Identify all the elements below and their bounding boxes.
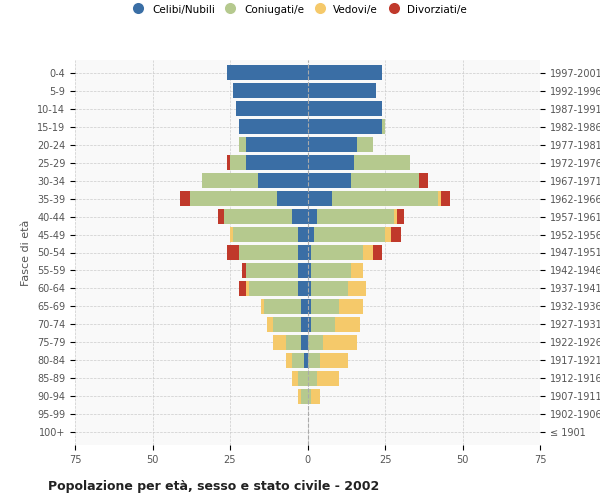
Bar <box>298 371 308 386</box>
Bar <box>267 317 274 332</box>
Bar <box>239 281 245 296</box>
Bar <box>391 227 401 242</box>
Bar <box>317 371 338 386</box>
Bar <box>274 317 301 332</box>
Bar <box>332 191 438 206</box>
Bar <box>311 389 320 404</box>
Bar <box>227 155 230 170</box>
Bar <box>308 299 311 314</box>
Bar <box>233 227 298 242</box>
Bar <box>308 191 332 206</box>
Bar <box>323 335 357 350</box>
Bar <box>233 83 308 98</box>
Bar <box>308 317 311 332</box>
Bar <box>298 263 308 278</box>
Bar <box>292 353 304 368</box>
Bar <box>308 209 317 224</box>
Bar <box>298 245 308 260</box>
Bar <box>373 245 382 260</box>
Bar <box>230 155 245 170</box>
Bar <box>301 335 308 350</box>
Bar <box>242 263 245 278</box>
Bar <box>351 263 363 278</box>
Bar <box>308 65 382 80</box>
Bar <box>239 245 298 260</box>
Bar <box>311 245 364 260</box>
Y-axis label: Fasce di età: Fasce di età <box>22 220 31 286</box>
Bar <box>227 245 239 260</box>
Bar <box>245 263 298 278</box>
Bar <box>245 155 308 170</box>
Bar <box>308 173 351 188</box>
Bar <box>308 101 382 116</box>
Bar <box>202 173 258 188</box>
Bar <box>357 137 373 152</box>
Bar <box>308 371 317 386</box>
Bar <box>236 101 308 116</box>
Bar <box>245 281 248 296</box>
Bar <box>292 209 308 224</box>
Bar <box>394 209 397 224</box>
Bar <box>311 263 351 278</box>
Bar <box>239 119 308 134</box>
Bar <box>338 299 364 314</box>
Bar <box>227 65 308 80</box>
Bar <box>419 173 428 188</box>
Bar <box>286 335 301 350</box>
Bar <box>301 389 308 404</box>
Bar <box>364 245 373 260</box>
Bar <box>308 155 354 170</box>
Bar <box>230 227 233 242</box>
Bar <box>308 227 314 242</box>
Bar <box>286 353 292 368</box>
Bar <box>382 119 385 134</box>
Legend: Celibi/Nubili, Coniugati/e, Vedovi/e, Divorziati/e: Celibi/Nubili, Coniugati/e, Vedovi/e, Di… <box>129 0 471 19</box>
Bar <box>348 281 367 296</box>
Bar <box>277 191 308 206</box>
Bar <box>301 317 308 332</box>
Bar <box>311 281 348 296</box>
Bar <box>314 227 385 242</box>
Text: Popolazione per età, sesso e stato civile - 2002: Popolazione per età, sesso e stato civil… <box>48 480 379 493</box>
Bar <box>190 191 277 206</box>
Bar <box>335 317 360 332</box>
Bar <box>308 389 311 404</box>
Bar <box>274 335 286 350</box>
Bar <box>248 281 298 296</box>
Bar <box>298 227 308 242</box>
Bar <box>308 335 323 350</box>
Bar <box>261 299 264 314</box>
Bar <box>301 299 308 314</box>
Bar <box>308 137 357 152</box>
Bar <box>308 83 376 98</box>
Bar <box>308 263 311 278</box>
Bar <box>298 281 308 296</box>
Bar <box>311 299 338 314</box>
Bar <box>308 281 311 296</box>
Bar <box>438 191 441 206</box>
Bar <box>304 353 308 368</box>
Bar <box>292 371 298 386</box>
Bar <box>218 209 224 224</box>
Bar <box>308 245 311 260</box>
Bar <box>264 299 301 314</box>
Bar <box>224 209 292 224</box>
Bar <box>258 173 308 188</box>
Bar <box>308 119 382 134</box>
Bar <box>354 155 410 170</box>
Bar <box>311 317 335 332</box>
Bar <box>245 137 308 152</box>
Bar <box>308 353 320 368</box>
Bar <box>298 389 301 404</box>
Bar <box>397 209 404 224</box>
Bar <box>351 173 419 188</box>
Bar <box>181 191 190 206</box>
Bar <box>317 209 394 224</box>
Bar <box>385 227 391 242</box>
Bar <box>441 191 450 206</box>
Bar <box>239 137 245 152</box>
Bar <box>320 353 348 368</box>
